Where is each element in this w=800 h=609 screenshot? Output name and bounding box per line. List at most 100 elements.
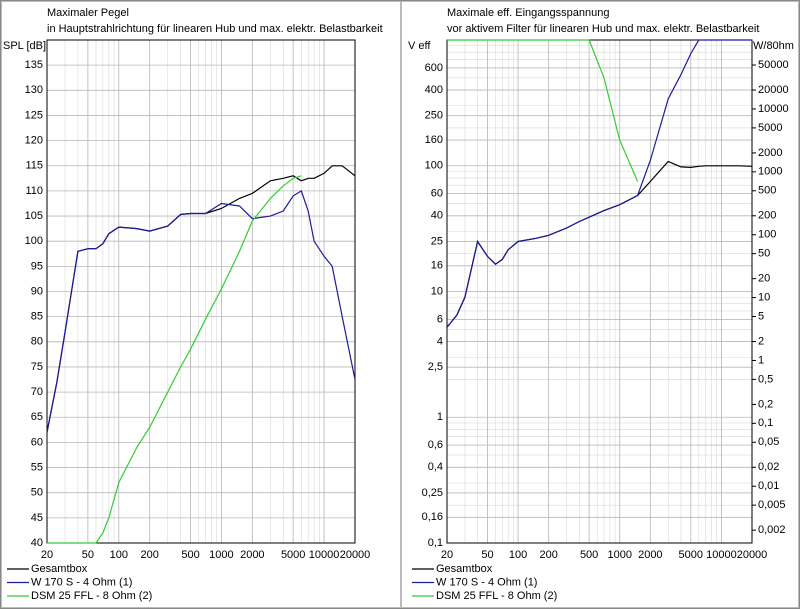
y-tick-label: 125	[25, 109, 43, 121]
y-tick-label: 40	[31, 537, 43, 549]
y-tick-label: 70	[31, 386, 43, 398]
y-tick-label: 4	[437, 335, 443, 347]
y-tick-label: 135	[25, 59, 43, 71]
y-tick-label: 250	[425, 110, 443, 122]
y-tick-label: 6	[437, 313, 443, 325]
x-tick-label: 200	[140, 549, 158, 561]
y-axis-label: V eff	[408, 40, 431, 52]
y2-tick-label: 20000	[758, 84, 789, 96]
x-tick-label: 20	[441, 549, 453, 561]
y2-tick-label: 0,05	[758, 436, 779, 448]
y-tick-label: 75	[31, 361, 43, 373]
x-tick-label: 5000	[679, 549, 703, 561]
y-tick-label: 2,5	[428, 361, 443, 373]
y-tick-label: 100	[425, 160, 443, 172]
y-tick-label: 95	[31, 260, 43, 272]
y-tick-label: 60	[431, 188, 443, 200]
y-tick-label: 100	[25, 235, 43, 247]
y-tick-label: 25	[431, 235, 443, 247]
panel-frame	[1, 1, 401, 608]
legend-label: DSM 25 FFL - 8 Ohm (2)	[31, 590, 152, 602]
y-tick-label: 90	[31, 285, 43, 297]
y2-tick-label: 10	[758, 291, 770, 303]
x-tick-label: 50	[481, 549, 493, 561]
chart-subtitle: in Hauptstrahlrichtung für linearen Hub …	[47, 23, 383, 35]
y-tick-label: 400	[425, 84, 443, 96]
x-tick-label: 1000	[209, 549, 233, 561]
y2-tick-label: 0,1	[758, 417, 773, 429]
y-tick-label: 10	[431, 285, 443, 297]
y2-tick-label: 0,01	[758, 480, 779, 492]
y2-tick-label: 0,002	[758, 524, 786, 536]
data-line	[46, 189, 356, 433]
x-tick-label: 50	[82, 549, 94, 561]
y2-tick-label: 500	[758, 185, 776, 197]
x-tick-label: 1000	[607, 549, 631, 561]
x-tick-label: 500	[181, 549, 199, 561]
y-tick-label: 0,16	[422, 511, 443, 523]
y-tick-label: 16	[431, 260, 443, 272]
y-tick-label: 0,25	[422, 487, 443, 499]
chart-title: Maximale eff. Eingangsspannung	[447, 7, 609, 19]
y-tick-label: 120	[25, 135, 43, 147]
y2-tick-label: 5000	[758, 122, 782, 134]
y-tick-label: 110	[25, 185, 43, 197]
x-tick-label: 20000	[737, 549, 768, 561]
x-tick-label: 500	[580, 549, 598, 561]
legend-label: Gesamtbox	[436, 563, 493, 575]
y2-tick-label: 5	[758, 310, 764, 322]
legend-label: W 170 S - 4 Ohm (1)	[436, 576, 537, 588]
y-tick-label: 0,6	[428, 439, 443, 451]
y-tick-label: 130	[25, 84, 43, 96]
y-tick-label: 600	[425, 62, 443, 74]
data-line	[447, 39, 639, 182]
legend-label: W 170 S - 4 Ohm (1)	[31, 576, 132, 588]
data-line	[446, 39, 752, 328]
y2-tick-label: 50000	[758, 59, 789, 71]
y2-tick-label: 100	[758, 229, 776, 241]
x-tick-label: 10000	[309, 549, 340, 561]
x-tick-label: 20	[41, 549, 53, 561]
x-tick-label: 5000	[281, 549, 305, 561]
y-tick-label: 80	[31, 336, 43, 348]
y2-tick-label: 0,5	[758, 373, 773, 385]
y2-tick-label: 20	[758, 273, 770, 285]
y-axis-label: SPL [dB]	[3, 40, 46, 52]
x-tick-label: 20000	[340, 549, 371, 561]
legend-label: Gesamtbox	[31, 563, 88, 575]
y-tick-label: 160	[425, 134, 443, 146]
y2-axis-label: W/80hm	[753, 40, 794, 52]
y-tick-label: 0,4	[428, 461, 443, 473]
y-tick-label: 1	[437, 411, 443, 423]
panel-frame	[401, 1, 799, 608]
y2-tick-label: 1	[758, 354, 764, 366]
y2-tick-label: 0,005	[758, 499, 786, 511]
y2-tick-label: 2	[758, 335, 764, 347]
y-tick-label: 45	[31, 512, 43, 524]
y-tick-label: 55	[31, 461, 43, 473]
y-tick-label: 65	[31, 411, 43, 423]
y2-tick-label: 0,02	[758, 461, 779, 473]
x-tick-label: 200	[539, 549, 557, 561]
y2-tick-label: 10000	[758, 103, 789, 115]
x-tick-label: 2000	[638, 549, 662, 561]
legend-label: DSM 25 FFL - 8 Ohm (2)	[436, 590, 557, 602]
chart-title: Maximaler Pegel	[47, 7, 129, 19]
plot-frame	[46, 39, 356, 544]
y-tick-label: 105	[25, 210, 43, 222]
x-tick-label: 10000	[706, 549, 737, 561]
y2-tick-label: 1000	[758, 166, 782, 178]
y-tick-label: 115	[25, 160, 43, 172]
y-tick-label: 0,1	[428, 537, 443, 549]
y2-tick-label: 2000	[758, 147, 782, 159]
y-tick-label: 60	[31, 436, 43, 448]
y-tick-label: 50	[31, 487, 43, 499]
y2-tick-label: 0,2	[758, 398, 773, 410]
plot-frame	[446, 39, 753, 544]
x-tick-label: 100	[110, 549, 128, 561]
x-tick-label: 100	[509, 549, 527, 561]
y-tick-label: 85	[31, 311, 43, 323]
chart-subtitle: vor aktivem Filter für linearen Hub und …	[447, 23, 759, 35]
y2-tick-label: 200	[758, 210, 776, 222]
